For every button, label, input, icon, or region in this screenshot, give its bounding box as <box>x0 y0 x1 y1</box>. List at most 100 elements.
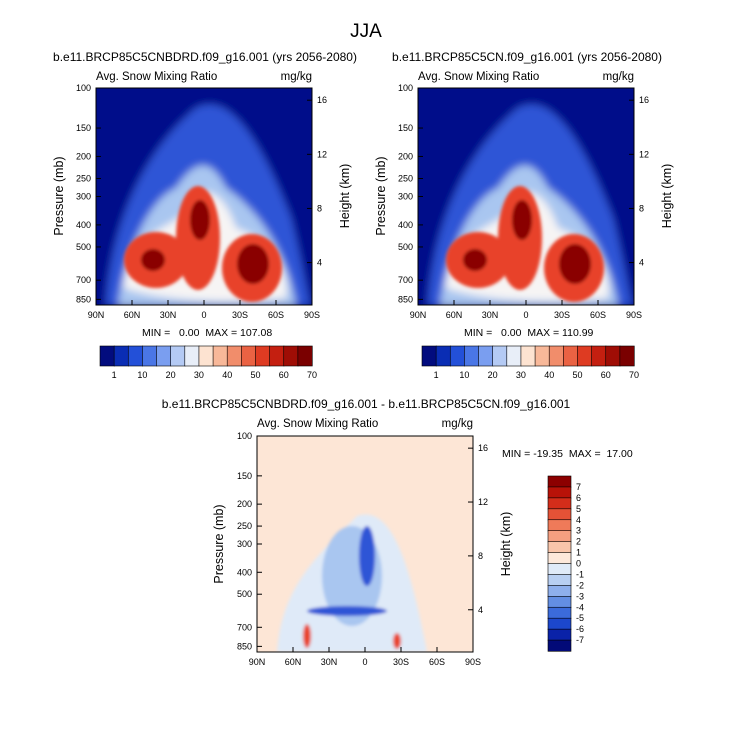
panel-right-stats: MIN = 0.00 MAX = 110.99 <box>464 327 594 339</box>
colorbar-box <box>170 345 186 367</box>
colorbar-label: 2 <box>576 537 581 547</box>
colorbar-box <box>547 628 572 641</box>
x-tick-label: 60S <box>268 310 284 320</box>
x-tick-label: 90S <box>465 657 481 667</box>
pressure-tick-label: 200 <box>76 151 91 161</box>
panel-diff-stats: MIN = -19.35 MAX = 17.00 <box>502 448 633 460</box>
colorbar-box <box>547 497 572 510</box>
pressure-tick-label: 200 <box>237 499 252 509</box>
colorbar-box <box>226 345 242 367</box>
panel-diff-subtitle: Avg. Snow Mixing Ratio <box>257 418 378 430</box>
panel-left-ylabel-right: Height (km) <box>338 164 352 229</box>
colorbar-box <box>464 345 480 367</box>
colorbar-box <box>506 345 522 367</box>
colorbar-box <box>534 345 550 367</box>
x-tick-label: 30S <box>393 657 409 667</box>
height-tick-label: 12 <box>478 497 488 507</box>
pressure-tick-label: 250 <box>237 521 252 531</box>
pressure-tick-label: 150 <box>398 123 413 133</box>
colorbar-box <box>297 345 313 367</box>
colorbar-label: 3 <box>576 526 581 536</box>
x-tick-label: 30N <box>321 657 338 667</box>
colorbar-label: 6 <box>576 493 581 503</box>
colorbar-label: 40 <box>222 370 232 380</box>
colorbar-box <box>547 475 572 488</box>
x-tick-label: 90N <box>88 310 105 320</box>
panel-diff-ylabel-right: Height (km) <box>499 512 513 577</box>
pressure-tick-label: 500 <box>237 589 252 599</box>
x-tick-label: 30N <box>482 310 499 320</box>
colorbar-box <box>241 345 257 367</box>
colorbar-box <box>619 345 635 367</box>
diff-positive-core <box>303 624 311 648</box>
colorbar-box <box>492 345 508 367</box>
diff-negative-core <box>359 526 375 586</box>
field-max-core <box>237 244 269 284</box>
colorbar-box <box>520 345 536 367</box>
colorbar-box <box>435 345 451 367</box>
pressure-tick-label: 850 <box>76 294 91 304</box>
colorbar-box <box>591 345 607 367</box>
colorbar-box <box>547 508 572 521</box>
panel-right-subtitle: Avg. Snow Mixing Ratio <box>418 71 539 83</box>
colorbar-label: 30 <box>194 370 204 380</box>
pressure-tick-label: 850 <box>398 294 413 304</box>
pressure-tick-label: 500 <box>76 242 91 252</box>
colorbar-box <box>547 530 572 543</box>
height-tick-label: 4 <box>639 258 644 268</box>
colorbar-box <box>421 345 437 367</box>
colorbar-box <box>563 345 579 367</box>
panel-diff-ylabel-left: Pressure (mb) <box>212 504 226 583</box>
height-tick-label: 4 <box>478 605 483 615</box>
pressure-tick-label: 400 <box>398 220 413 230</box>
colorbar-label: 5 <box>576 504 581 514</box>
x-tick-label: 0 <box>362 657 367 667</box>
colorbar-label: 40 <box>544 370 554 380</box>
colorbar-box <box>142 345 158 367</box>
field-max-core <box>559 244 591 284</box>
pressure-tick-label: 150 <box>237 471 252 481</box>
x-tick-label: 60N <box>124 310 141 320</box>
figure-title: JJA <box>350 21 382 42</box>
panel-right-field <box>418 88 634 305</box>
pressure-tick-label: 150 <box>76 123 91 133</box>
colorbar-box <box>548 345 564 367</box>
colorbar-label: -1 <box>576 569 584 579</box>
x-tick-label: 60N <box>285 657 302 667</box>
pressure-tick-label: 500 <box>398 242 413 252</box>
x-tick-label: 0 <box>201 310 206 320</box>
panel-right-units: mg/kg <box>603 71 634 83</box>
colorbar-label: -6 <box>576 624 584 634</box>
colorbar-label: 50 <box>250 370 260 380</box>
colorbar-label: -3 <box>576 591 584 601</box>
colorbar-box <box>198 345 214 367</box>
panel-right: b.e11.BRCP85C5CN.f09_g16.001 (yrs 2056-2… <box>374 50 674 380</box>
colorbar-label: 1 <box>112 370 117 380</box>
pressure-tick-label: 300 <box>398 192 413 202</box>
panel-left-stats: MIN = 0.00 MAX = 107.08 <box>142 327 272 339</box>
pressure-tick-label: 700 <box>398 275 413 285</box>
panel-left-units: mg/kg <box>281 71 312 83</box>
pressure-tick-label: 400 <box>76 220 91 230</box>
colorbar-label: 4 <box>576 515 581 525</box>
field-max-core <box>141 249 165 271</box>
panel-right-title: b.e11.BRCP85C5CN.f09_g16.001 (yrs 2056-2… <box>392 50 662 64</box>
pressure-tick-label: 850 <box>237 641 252 651</box>
field-max-core <box>190 200 210 240</box>
colorbar-box <box>156 345 172 367</box>
x-tick-label: 30S <box>554 310 570 320</box>
colorbar-label: -2 <box>576 580 584 590</box>
x-tick-label: 60N <box>446 310 463 320</box>
colorbar-label: 0 <box>576 559 581 569</box>
colorbar-box <box>577 345 593 367</box>
x-tick-label: 30S <box>232 310 248 320</box>
colorbar-box <box>99 345 115 367</box>
colorbar-box <box>478 345 494 367</box>
panel-diff: b.e11.BRCP85C5CNBDRD.f09_g16.001 - b.e11… <box>162 397 633 667</box>
colorbar-box <box>547 606 572 619</box>
colorbar-box <box>547 541 572 554</box>
x-tick-label: 90S <box>626 310 642 320</box>
x-tick-label: 60S <box>429 657 445 667</box>
panel-right-ylabel-right: Height (km) <box>660 164 674 229</box>
